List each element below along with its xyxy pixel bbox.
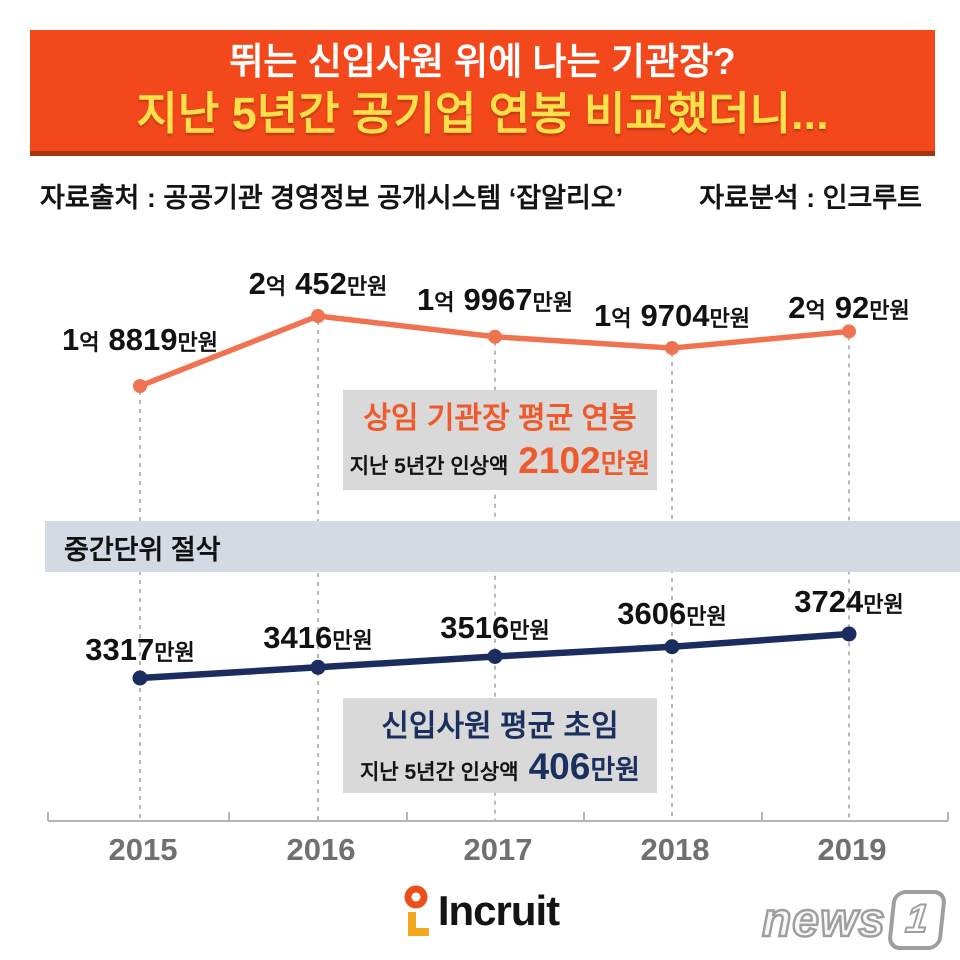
data-point-marker — [487, 648, 503, 664]
annotation-title-bottom: 신입사원 평균 초임 — [381, 710, 619, 743]
axis-break-band — [45, 521, 960, 572]
x-tick-label-2017: 2017 — [463, 832, 533, 867]
incruit-l-icon — [407, 912, 429, 936]
data-point-marker — [665, 341, 679, 356]
data-point-marker — [841, 626, 857, 642]
series-group — [47, 308, 949, 822]
data-label-top-2016: 2억 452만원 — [248, 266, 388, 301]
x-tick-label-2018: 2018 — [640, 832, 710, 867]
data-analysis-text: 자료분석 : 인크루트 — [699, 183, 922, 213]
annotation-box-top — [343, 390, 657, 490]
data-label-top-2015: 1억 8819만원 — [62, 322, 218, 357]
data-point-marker — [132, 670, 148, 686]
data-label-bottom-2015: 3317만원 — [85, 632, 195, 667]
title-banner: 뛰는 신입사원 위에 나는 기관장? 지난 5년간 공기업 연봉 비교했더니..… — [30, 30, 935, 156]
title-line-1: 뛰는 신입사원 위에 나는 기관장? — [229, 41, 736, 83]
data-point-marker — [842, 324, 856, 339]
news1-one-badge: 1 — [886, 890, 948, 950]
data-point-marker — [488, 329, 502, 344]
incruit-donut-icon — [404, 885, 428, 909]
data-label-bottom-2018: 3606만원 — [617, 596, 727, 631]
news1-word: news — [761, 892, 887, 948]
title-line-2: 지난 5년간 공기업 연봉 비교했더니... — [136, 87, 829, 139]
news1-watermark: news 1 — [761, 890, 948, 950]
data-label-bottom-2019: 3724만원 — [794, 584, 904, 619]
data-point-marker — [310, 659, 326, 675]
x-tick-label-2019: 2019 — [817, 832, 887, 867]
data-label-top-2017: 1억 9967만원 — [417, 282, 573, 317]
data-label-top-2018: 1억 9704만원 — [594, 298, 750, 333]
incruit-logo: Incruit — [0, 884, 960, 942]
data-label-bottom-2016: 3416만원 — [263, 620, 373, 655]
x-tick-label-2015: 2015 — [108, 832, 178, 867]
annotation-row-top: 지난 5년간 인상액 2102 만원 — [349, 440, 651, 481]
data-source-text: 자료출처 : 공공기관 경영정보 공개시스템 ‘잡알리오’ — [40, 183, 624, 213]
axis-break-label: 중간단위 절삭 — [64, 535, 221, 565]
annotation-box-bottom — [343, 698, 657, 793]
data-label-top-2019: 2억 92만원 — [788, 290, 910, 325]
annotation-row-bottom: 지난 5년간 인상액 406 만원 — [359, 746, 640, 787]
data-point-marker — [311, 308, 325, 323]
annotation-title-top: 상임 기관장 평균 연봉 — [363, 402, 637, 435]
x-tick-label-2016: 2016 — [286, 832, 356, 867]
incruit-logo-text: Incruit — [437, 887, 560, 934]
data-label-bottom-2017: 3516만원 — [440, 610, 550, 645]
data-point-marker — [133, 379, 147, 393]
incruit-logo-mark — [404, 885, 429, 936]
data-point-marker — [664, 639, 680, 655]
